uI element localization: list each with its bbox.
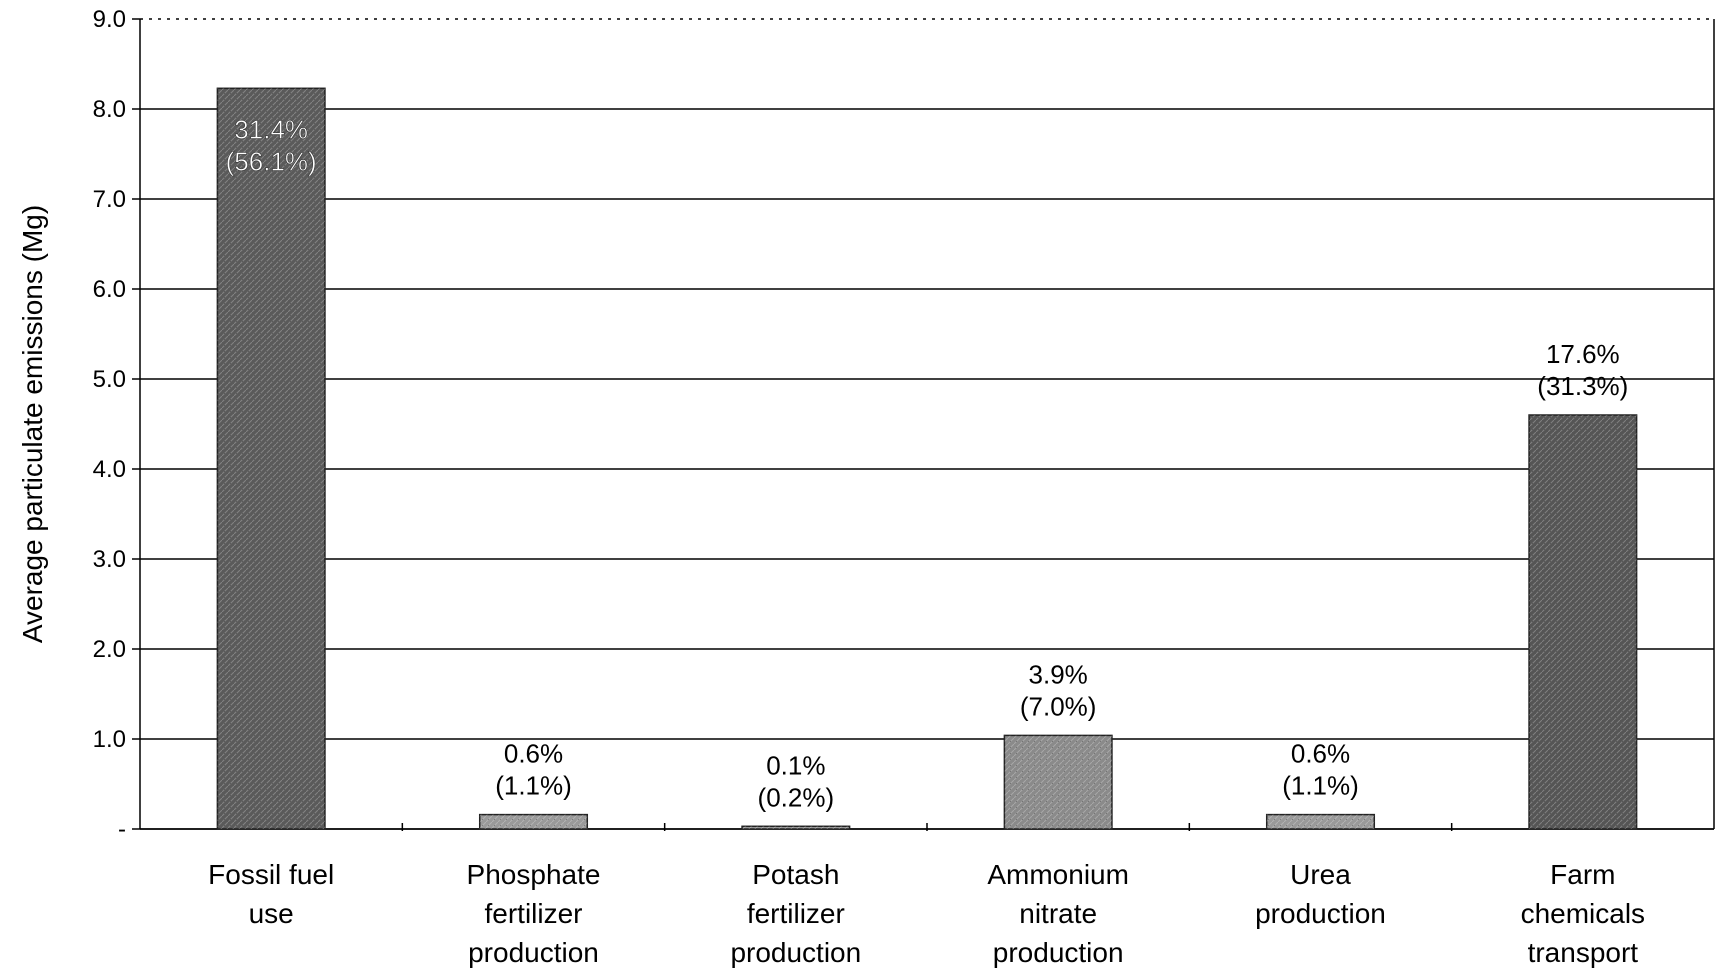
y-tick-label: 3.0	[93, 546, 126, 573]
x-tick-label: production	[1255, 898, 1386, 929]
x-tick-label: production	[993, 937, 1124, 968]
y-tick-label: 9.0	[93, 6, 126, 33]
bar-annotation: 31.4%	[234, 114, 308, 144]
x-tick-label: fertilizer	[484, 898, 582, 929]
y-tick-label: 6.0	[93, 276, 126, 303]
y-tick-label: 2.0	[93, 636, 126, 663]
x-tick-label: Phosphate	[467, 859, 601, 890]
bar-annotation: 0.6%	[1291, 739, 1350, 769]
x-tick-label: Fossil fuel	[208, 859, 334, 890]
x-tick-label: use	[249, 898, 294, 929]
x-tick-label: Ammonium	[987, 859, 1129, 890]
bar-texture	[217, 88, 325, 830]
bar-annotation: (1.1%)	[1282, 771, 1359, 801]
bar-annotation: 17.6%	[1546, 339, 1620, 369]
bar-annotation: 3.9%	[1029, 659, 1088, 689]
bar-texture	[1004, 735, 1112, 829]
y-tick-label: 8.0	[93, 96, 126, 123]
x-tick-label: production	[730, 937, 861, 968]
x-tick-label: fertilizer	[747, 898, 845, 929]
x-tick-label: chemicals	[1521, 898, 1645, 929]
y-tick-label: 5.0	[93, 366, 126, 393]
bar-texture	[1266, 814, 1375, 829]
bar-texture	[479, 814, 588, 829]
bar-annotation: (31.3%)	[1537, 371, 1628, 401]
y-tick-label: 4.0	[93, 456, 126, 483]
bar-annotation: (0.2%)	[758, 782, 835, 812]
bar-annotation: (7.0%)	[1020, 691, 1097, 721]
x-tick-label: Potash	[752, 859, 839, 890]
bar-annotation: (56.1%)	[226, 146, 317, 176]
bar-texture	[742, 826, 850, 829]
x-tick-label: production	[468, 937, 599, 968]
y-tick-label: 7.0	[93, 186, 126, 213]
y-tick-label: -	[118, 816, 126, 843]
bar-annotation: 0.1%	[766, 750, 825, 780]
x-tick-label: transport	[1528, 937, 1639, 968]
x-tick-label: Urea	[1290, 859, 1351, 890]
x-tick-label: nitrate	[1019, 898, 1097, 929]
bar-annotation: (1.1%)	[495, 771, 572, 801]
bar-annotation: 0.6%	[504, 739, 563, 769]
bar-texture	[1529, 415, 1637, 829]
x-tick-label: Farm	[1550, 859, 1615, 890]
y-axis-label: Average particulate emissions (Mg)	[17, 205, 48, 643]
y-tick-label: 1.0	[93, 726, 126, 753]
